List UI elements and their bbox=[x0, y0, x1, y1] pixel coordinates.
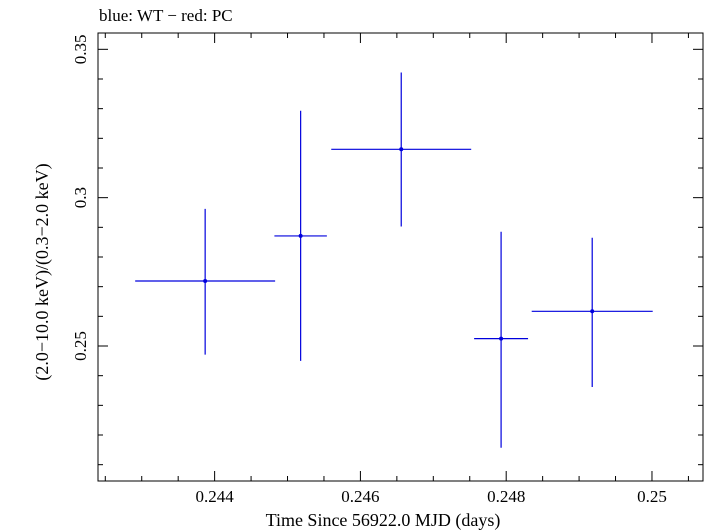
data-point bbox=[531, 237, 653, 387]
data-point bbox=[474, 231, 529, 448]
x-tick-label: 0.25 bbox=[637, 487, 667, 506]
data-series bbox=[135, 72, 653, 448]
data-marker bbox=[590, 309, 595, 314]
data-marker bbox=[203, 279, 208, 284]
x-tick-label: 0.246 bbox=[341, 487, 379, 506]
axis-ticks: 0.244 0.246 0.248 0.25 0.25 0.3 0.35 bbox=[71, 33, 703, 506]
y-tick-label: 0.35 bbox=[71, 34, 90, 64]
data-marker bbox=[298, 233, 303, 238]
data-point bbox=[274, 110, 327, 361]
y-tick-label: 0.3 bbox=[71, 187, 90, 208]
x-axis-label: Time Since 56922.0 MJD (days) bbox=[266, 510, 501, 531]
y-axis-label: (2.0−10.0 keV)/(0.3−2.0 keV) bbox=[32, 163, 53, 380]
chart-title: blue: WT − red: PC bbox=[99, 6, 233, 25]
plot-frame bbox=[97, 32, 704, 482]
x-tick-label: 0.244 bbox=[196, 487, 235, 506]
y-tick-label: 0.25 bbox=[71, 331, 90, 361]
x-tick-label: 0.248 bbox=[487, 487, 525, 506]
data-point bbox=[135, 208, 276, 355]
data-point bbox=[331, 72, 472, 227]
data-marker bbox=[399, 147, 404, 152]
data-marker bbox=[499, 336, 504, 341]
